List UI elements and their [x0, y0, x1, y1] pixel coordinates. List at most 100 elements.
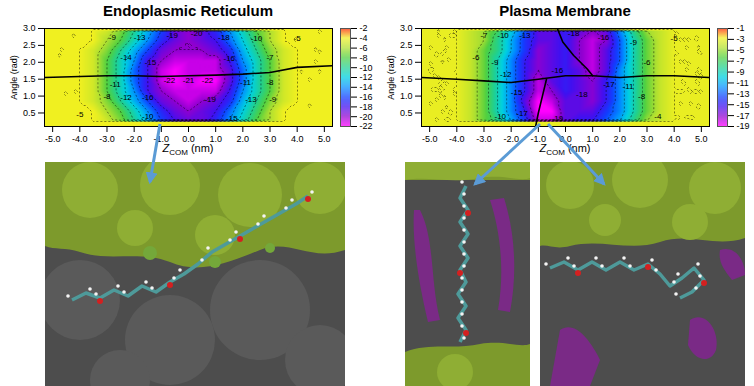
svg-text:-19: -19	[552, 114, 564, 123]
svg-text:-2: -2	[360, 23, 368, 33]
svg-text:-20: -20	[191, 29, 203, 38]
svg-text:-7: -7	[480, 31, 488, 40]
svg-text:-22: -22	[164, 76, 176, 85]
svg-text:1.0: 1.0	[23, 91, 36, 101]
svg-text:-19: -19	[166, 31, 178, 40]
svg-text:-11: -11	[240, 78, 252, 87]
svg-text:-6: -6	[360, 43, 368, 53]
svg-text:-13: -13	[519, 31, 531, 40]
svg-text:-10: -10	[497, 31, 509, 40]
svg-text:-8: -8	[638, 92, 646, 101]
svg-text:-11: -11	[110, 80, 122, 89]
svg-text:4.0: 4.0	[668, 134, 681, 144]
svg-text:-17: -17	[516, 109, 528, 118]
svg-text:-10: -10	[360, 63, 373, 73]
svg-text:-15: -15	[511, 88, 523, 97]
svg-text:-9: -9	[737, 67, 745, 77]
svg-text:-13: -13	[134, 33, 146, 42]
svg-text:-6: -6	[643, 58, 651, 67]
svg-text:-4: -4	[654, 112, 662, 121]
svg-text:-11: -11	[623, 82, 635, 91]
svg-text:2.5: 2.5	[23, 40, 36, 50]
svg-text:-5: -5	[294, 34, 302, 43]
svg-text:0.5: 0.5	[23, 108, 36, 118]
svg-text:-4: -4	[360, 33, 368, 43]
svg-text:1.0: 1.0	[400, 91, 413, 101]
svg-text:-22: -22	[202, 76, 214, 85]
svg-text:-18: -18	[576, 90, 588, 99]
svg-text:-17: -17	[603, 80, 615, 89]
svg-text:-10: -10	[251, 34, 263, 43]
svg-text:5.0: 5.0	[695, 134, 708, 144]
svg-text:1.5: 1.5	[400, 74, 413, 84]
svg-text:-17: -17	[737, 110, 750, 120]
svg-text:5.0: 5.0	[318, 134, 331, 144]
svg-text:3.0: 3.0	[400, 23, 413, 33]
svg-text:-15: -15	[226, 114, 238, 123]
svg-text:-18: -18	[360, 102, 373, 112]
svg-text:-18: -18	[568, 29, 580, 38]
svg-text:3.0: 3.0	[23, 23, 36, 33]
svg-text:Angle (rad): Angle (rad)	[386, 55, 396, 100]
svg-text:-8: -8	[266, 78, 274, 87]
svg-text:-16: -16	[360, 92, 373, 102]
svg-text:-3.0: -3.0	[476, 134, 492, 144]
svg-text:-16: -16	[223, 54, 235, 63]
svg-text:-6: -6	[472, 53, 480, 62]
svg-text:-8: -8	[360, 53, 368, 63]
svg-text:0.5: 0.5	[400, 108, 413, 118]
svg-text:-14: -14	[360, 82, 373, 92]
svg-text:-3: -3	[737, 34, 745, 44]
svg-text:Angle (rad): Angle (rad)	[9, 55, 19, 100]
svg-text:-15: -15	[737, 100, 750, 110]
svg-text:-7: -7	[737, 56, 745, 66]
svg-text:2.5: 2.5	[400, 40, 413, 50]
svg-text:-21: -21	[183, 76, 195, 85]
svg-text:1.5: 1.5	[23, 74, 36, 84]
svg-text:-13: -13	[245, 95, 257, 104]
html-text:Endoplasmic Reticulum: Endoplasmic Reticulum	[103, 2, 273, 19]
svg-text:-4.0: -4.0	[449, 134, 465, 144]
svg-text:-22: -22	[360, 121, 373, 131]
svg-text:-19: -19	[204, 95, 216, 104]
svg-text:-16: -16	[142, 93, 154, 102]
svg-text:-7: -7	[266, 53, 274, 62]
svg-text:-16: -16	[552, 66, 564, 75]
svg-text:-11: -11	[737, 78, 749, 88]
svg-text:2.0: 2.0	[23, 57, 36, 67]
svg-text:-1: -1	[737, 23, 745, 33]
svg-text:-9: -9	[269, 95, 277, 104]
svg-text:-10: -10	[142, 112, 154, 121]
svg-text:-5: -5	[76, 110, 84, 119]
svg-text:-12: -12	[500, 70, 512, 79]
svg-text:-8: -8	[103, 92, 111, 101]
svg-text:4.0: 4.0	[291, 134, 304, 144]
svg-text:-9: -9	[109, 33, 117, 42]
svg-text:-20: -20	[360, 112, 373, 122]
svg-text:-5: -5	[737, 45, 745, 55]
svg-text:-13: -13	[737, 89, 750, 99]
svg-text:-10: -10	[495, 112, 507, 121]
svg-text:-18: -18	[218, 33, 230, 42]
svg-text:-4.0: -4.0	[72, 134, 88, 144]
svg-text:-5.0: -5.0	[422, 134, 438, 144]
svg-text:-12: -12	[120, 93, 132, 102]
svg-text:-16: -16	[598, 33, 610, 42]
svg-text:-12: -12	[360, 72, 373, 82]
html-text:Plasma Membrane: Plasma Membrane	[499, 2, 631, 19]
svg-text:2.0: 2.0	[614, 134, 627, 144]
svg-text:-14: -14	[120, 53, 132, 62]
svg-text:3.0: 3.0	[641, 134, 654, 144]
svg-text:-15: -15	[145, 58, 157, 67]
svg-text:2.0: 2.0	[400, 57, 413, 67]
svg-text:-9: -9	[630, 38, 638, 47]
svg-text:3.0: 3.0	[264, 134, 277, 144]
svg-text:-5.0: -5.0	[45, 134, 61, 144]
svg-text:-3.0: -3.0	[99, 134, 115, 144]
svg-text:-2.0: -2.0	[126, 134, 142, 144]
svg-text:-5: -5	[671, 34, 679, 43]
svg-text:2.0: 2.0	[237, 134, 250, 144]
svg-text:-2.0: -2.0	[503, 134, 519, 144]
svg-text:-9: -9	[491, 58, 499, 67]
svg-text:-19: -19	[737, 121, 750, 131]
